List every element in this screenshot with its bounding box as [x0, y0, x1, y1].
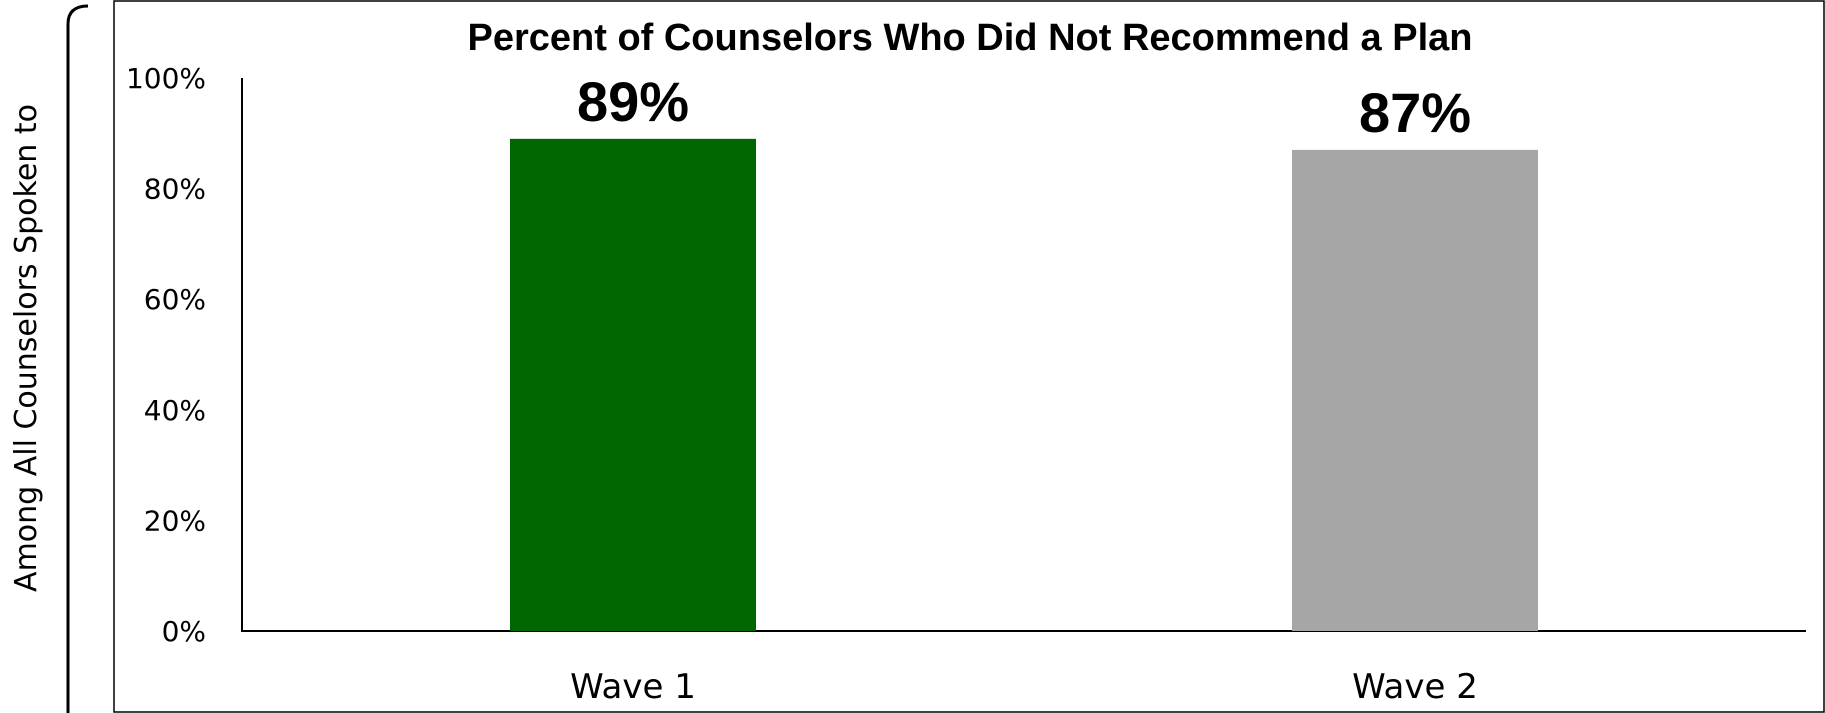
chart-frame	[113, 0, 1825, 713]
y-tick-label: 20%	[144, 504, 206, 537]
category-label: Wave 1	[570, 667, 696, 707]
y-tick-label: 100%	[126, 62, 206, 95]
data-label: 87%	[1359, 81, 1471, 144]
data-labels: 89% 87%	[577, 70, 1471, 144]
bars	[510, 138, 1538, 631]
y-tick-labels: 0% 20% 40% 60% 80% 100%	[126, 62, 206, 648]
data-label: 89%	[577, 70, 689, 133]
side-bracket	[66, 4, 89, 713]
bar-1	[510, 138, 756, 631]
category-label: Wave 2	[1352, 667, 1478, 707]
side-label: Among All Counselors Spoken to	[9, 104, 44, 592]
y-tick-label: 0%	[162, 615, 206, 648]
y-tick-label: 80%	[144, 173, 206, 206]
chart-title: Percent of Counselors Who Did Not Recomm…	[467, 17, 1472, 59]
bar-2	[1292, 149, 1538, 631]
y-tick-label: 60%	[144, 283, 206, 316]
y-tick-label: 40%	[144, 394, 206, 427]
category-labels: Wave 1 Wave 2	[570, 667, 1478, 707]
